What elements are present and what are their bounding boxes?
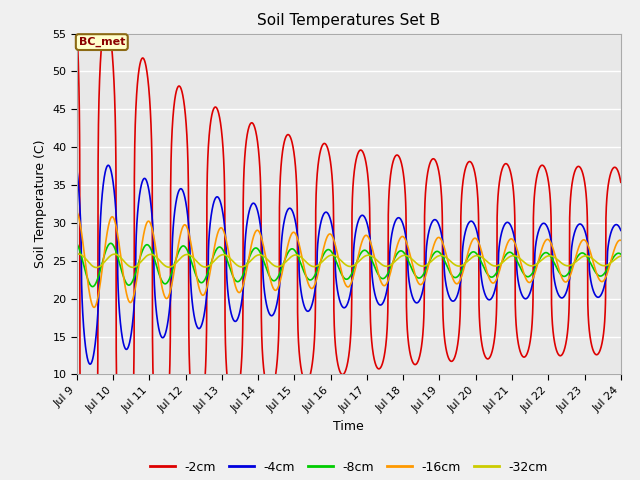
Line: -2cm: -2cm [77, 21, 621, 480]
-32cm [171, 261, 179, 267]
-4cm [171, 208, 179, 214]
-8cm [89, 284, 97, 289]
-32cm [74, 251, 82, 257]
-32cm [616, 253, 624, 259]
-2cm [471, 170, 479, 176]
-8cm [441, 258, 449, 264]
-8cm [329, 251, 337, 256]
-16cm [90, 304, 98, 310]
-4cm [441, 272, 449, 278]
-16cm [616, 237, 624, 243]
-8cm [617, 251, 625, 257]
-8cm [107, 240, 115, 246]
Line: -16cm: -16cm [77, 212, 621, 307]
-16cm [73, 209, 81, 215]
Legend: -2cm, -4cm, -8cm, -16cm, -32cm: -2cm, -4cm, -8cm, -16cm, -32cm [145, 456, 553, 479]
-16cm [441, 246, 449, 252]
-4cm [86, 361, 94, 367]
-4cm [329, 227, 337, 232]
-8cm [471, 249, 479, 255]
-16cm [471, 235, 479, 241]
Y-axis label: Soil Temperature (C): Soil Temperature (C) [34, 140, 47, 268]
-32cm [93, 264, 100, 270]
-2cm [329, 182, 337, 188]
X-axis label: Time: Time [333, 420, 364, 432]
-16cm [502, 246, 509, 252]
-8cm [73, 240, 81, 246]
-8cm [502, 252, 509, 258]
-4cm [616, 226, 624, 232]
-4cm [104, 162, 112, 168]
-32cm [73, 252, 81, 257]
Title: Soil Temperatures Set B: Soil Temperatures Set B [257, 13, 440, 28]
-8cm [616, 251, 624, 257]
-16cm [329, 234, 337, 240]
-2cm [617, 180, 625, 185]
-8cm [171, 260, 179, 266]
-2cm [441, 337, 449, 343]
Line: -8cm: -8cm [77, 243, 621, 287]
-2cm [102, 18, 110, 24]
-2cm [502, 161, 509, 167]
-4cm [502, 220, 509, 226]
-2cm [171, 96, 179, 102]
-2cm [73, 22, 81, 28]
-4cm [617, 228, 625, 233]
-32cm [617, 253, 625, 259]
-32cm [329, 252, 337, 258]
-2cm [616, 177, 624, 182]
Text: BC_met: BC_met [79, 37, 125, 47]
-32cm [502, 257, 509, 263]
-4cm [471, 222, 479, 228]
-16cm [617, 238, 625, 243]
Line: -4cm: -4cm [77, 165, 621, 364]
-32cm [441, 253, 449, 259]
Line: -32cm: -32cm [77, 254, 621, 267]
-16cm [171, 265, 179, 271]
-4cm [73, 166, 81, 171]
-32cm [471, 253, 479, 259]
